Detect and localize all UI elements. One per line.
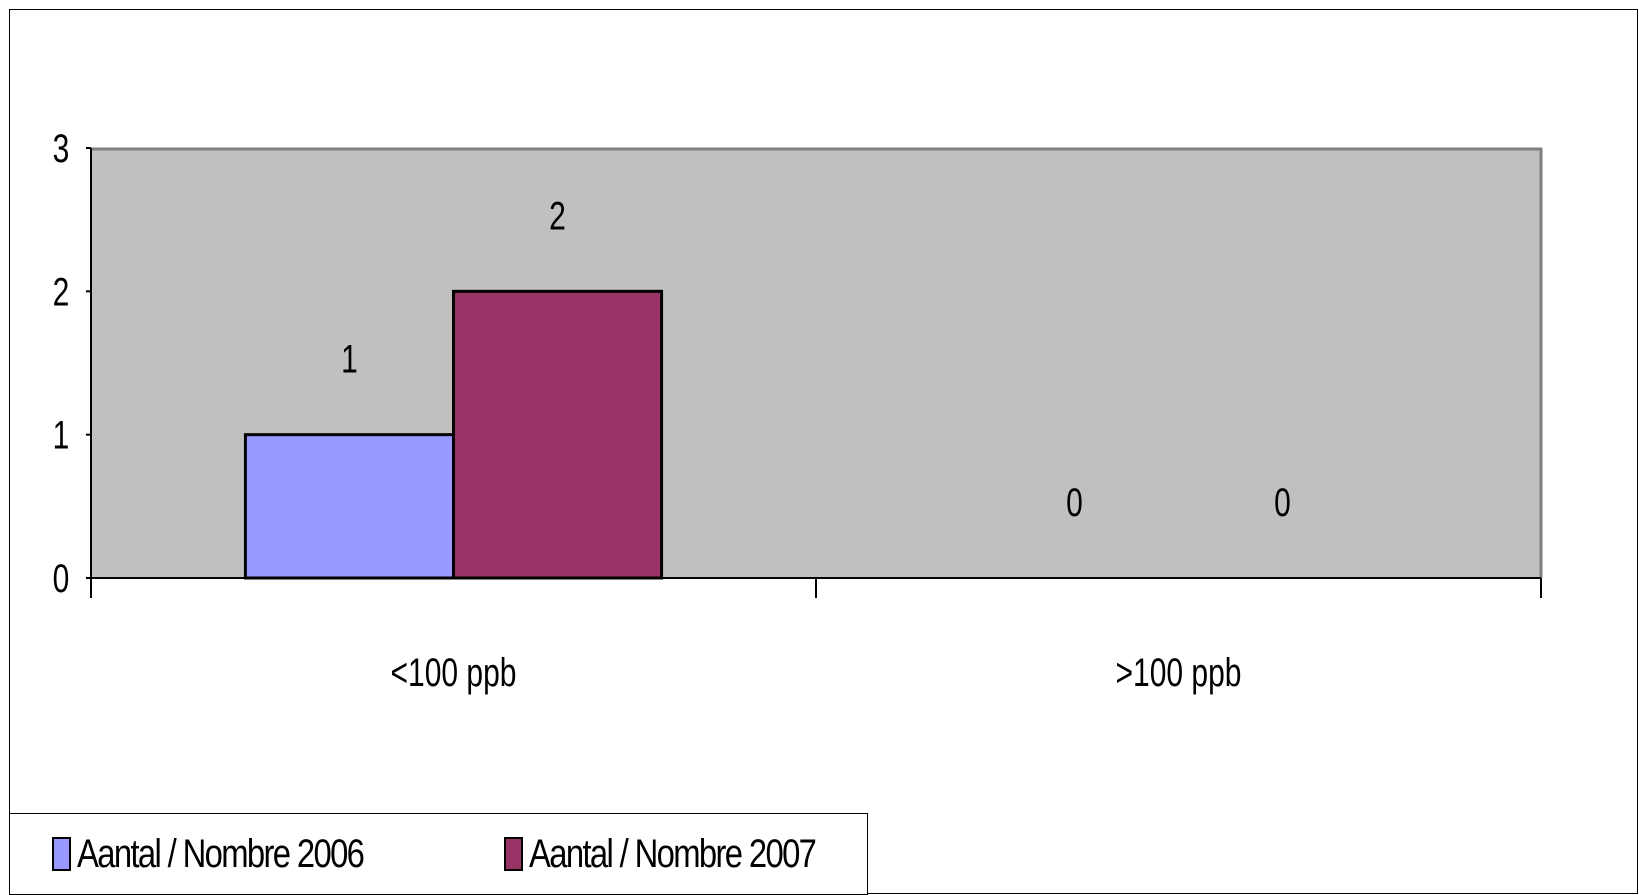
legend-swatch-2007 [504,837,524,871]
category-label-2: >100 ppb [1116,651,1242,695]
data-label-2-1: 2 [549,194,566,238]
data-label-1-2: 0 [1066,481,1083,525]
data-label-1-1: 1 [341,338,358,382]
legend: Aantal / Nombre 2006 Aantal / Nombre 200… [9,813,868,895]
legend-label-2007: Aantal / Nombre 2007 [529,831,817,876]
bar-1-1 [243,433,455,580]
legend-item-2007: Aantal / Nombre 2007 [504,832,878,877]
y-tick-label-2: 1 [53,414,70,458]
category-label-1: <100 ppb [391,651,517,695]
legend-item-2006: Aantal / Nombre 2006 [52,832,426,877]
bar-2-1 [452,289,664,580]
data-label-2-2: 0 [1274,481,1291,525]
legend-swatch-2006 [52,837,71,871]
y-tick-label-4: 3 [53,127,70,171]
y-tick-label-3: 2 [53,270,70,314]
legend-label-2006: Aantal / Nombre 2006 [77,831,365,876]
y-tick-label-1: 0 [53,557,70,601]
